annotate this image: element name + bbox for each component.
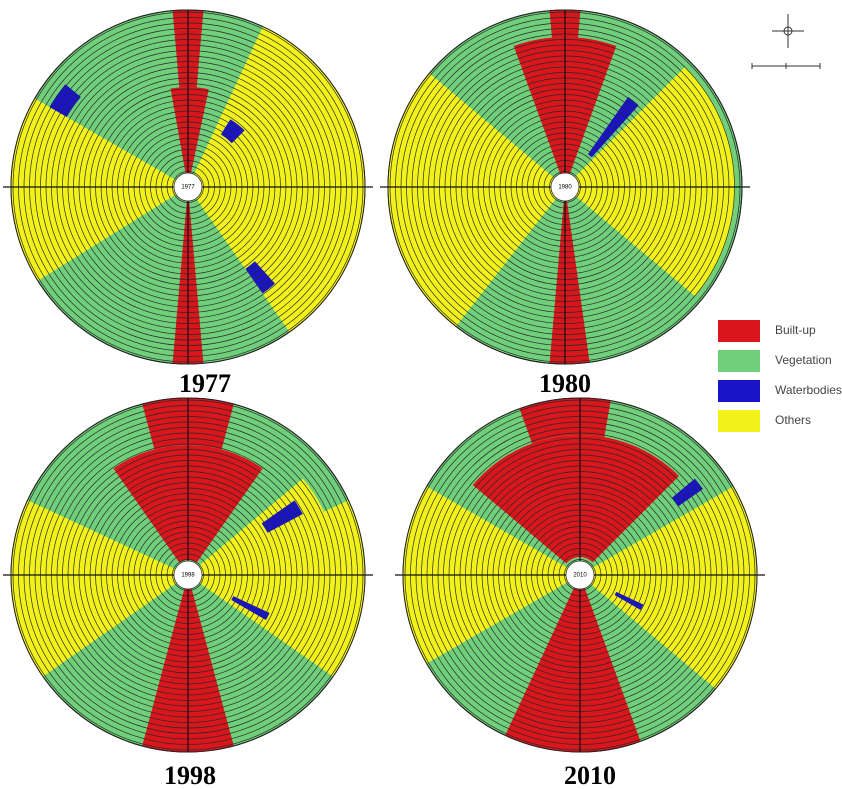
land-cover-region [587, 96, 639, 158]
year-label: 2010 [564, 761, 616, 789]
land-cover-region [505, 585, 641, 752]
center-label: 1998 [181, 573, 195, 579]
land-cover-region [49, 84, 81, 117]
center-label: 1977 [181, 185, 195, 191]
land-cover-map: 2010 2010 [395, 397, 765, 789]
legend-swatch [718, 350, 760, 372]
year-label: 1998 [164, 761, 216, 789]
legend-label: Waterbodies [775, 383, 842, 397]
land-cover-region [199, 478, 324, 569]
land-cover-region [220, 119, 245, 144]
center-disc [565, 560, 595, 590]
land-cover-region [589, 486, 758, 689]
center-label: 1980 [558, 185, 572, 191]
center-label: 2010 [573, 573, 587, 579]
year-label: 1980 [539, 369, 591, 398]
legend-label: Built-up [775, 323, 816, 337]
center-disc [173, 560, 203, 590]
compass [751, 14, 821, 69]
land-cover-region [197, 500, 365, 677]
land-cover-map: 1998 1998 [3, 397, 373, 789]
land-cover-map: 1980 1980 [380, 9, 750, 398]
legend-label: Vegetation [775, 353, 832, 367]
legend-swatch [718, 410, 760, 432]
land-cover-region [671, 478, 703, 507]
land-cover-region [387, 73, 558, 327]
land-cover-region [614, 591, 644, 610]
legend-label: Others [775, 413, 811, 427]
land-cover-region [573, 66, 735, 297]
land-cover-map: 1977 1977 [3, 9, 373, 398]
legend-swatch [718, 380, 760, 402]
land-cover-region [245, 261, 275, 294]
center-disc [173, 172, 203, 202]
year-label: 1977 [179, 369, 231, 398]
land-cover-region [170, 86, 209, 176]
center-disc [550, 172, 580, 202]
land-cover-region [11, 500, 179, 677]
legend-swatch [718, 320, 760, 342]
